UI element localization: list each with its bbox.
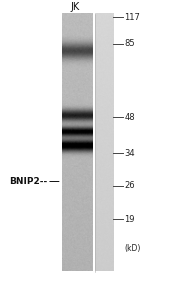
- Text: 19: 19: [124, 214, 135, 224]
- Text: BNIP2--: BNIP2--: [9, 177, 47, 186]
- Text: 48: 48: [124, 112, 135, 122]
- Text: (kD): (kD): [124, 244, 141, 253]
- Text: 85: 85: [124, 39, 135, 48]
- Text: 34: 34: [124, 148, 135, 158]
- Text: 26: 26: [124, 182, 135, 190]
- Text: JK: JK: [70, 2, 80, 12]
- Text: 117: 117: [124, 13, 140, 22]
